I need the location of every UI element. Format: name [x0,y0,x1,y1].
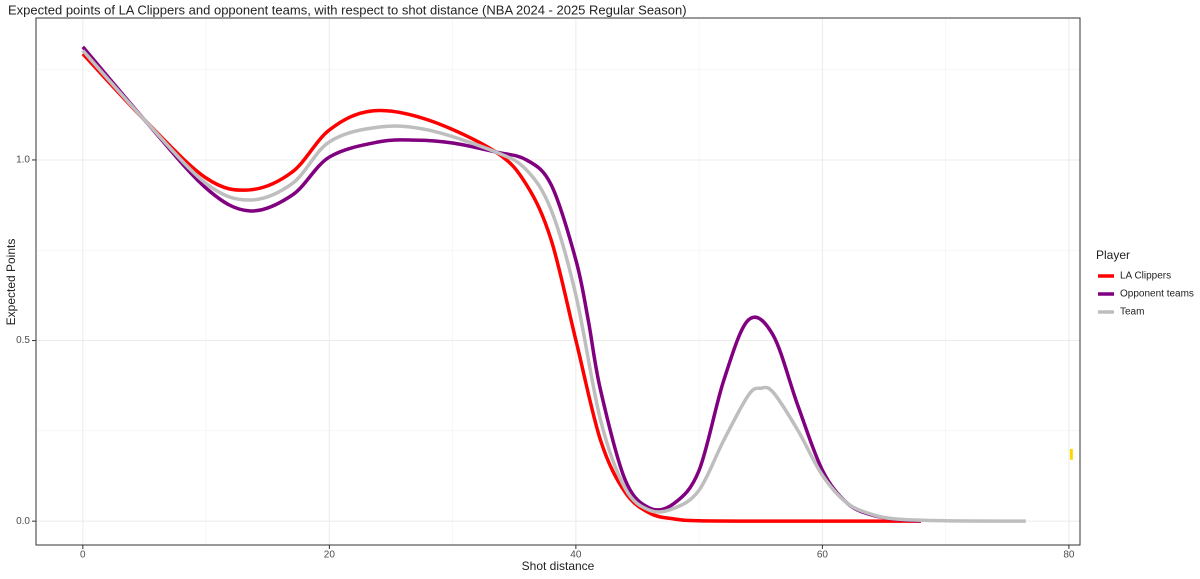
x-tick-label: 60 [817,550,829,561]
y-tick-label: 0.5 [16,335,30,346]
legend-label: Opponent teams [1120,289,1194,300]
x-axis-label: Shot distance [522,559,595,573]
legend-label: LA Clippers [1120,271,1171,282]
y-axis-label: Expected Points [4,239,18,326]
y-tick-label: 0.0 [16,516,30,527]
y-tick-label: 1.0 [16,155,30,166]
chart-title: Expected points of LA Clippers and oppon… [8,2,687,17]
x-tick-label: 0 [80,550,86,561]
series-line [81,49,1026,523]
plot-border [35,17,1081,546]
x-tick-label: 80 [1063,550,1075,561]
series-line [81,45,922,523]
legend-title: Player [1096,248,1130,262]
series-line [81,52,921,523]
x-tick-label: 20 [324,550,336,561]
x-tick-label: 40 [570,550,582,561]
legend-label: Team [1120,307,1144,318]
